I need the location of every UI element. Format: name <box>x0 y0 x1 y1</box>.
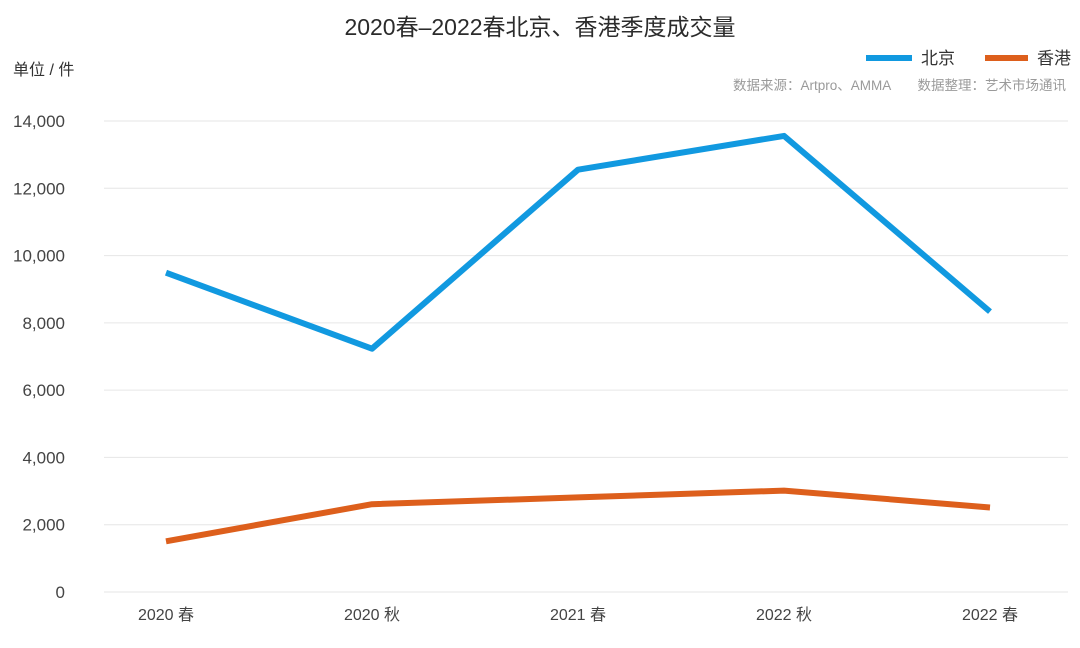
svg-text:4,000: 4,000 <box>22 448 65 467</box>
svg-text:2021 春: 2021 春 <box>550 606 606 624</box>
svg-text:2,000: 2,000 <box>22 516 65 535</box>
svg-text:10,000: 10,000 <box>13 247 65 266</box>
svg-text:0: 0 <box>56 583 65 602</box>
svg-text:12,000: 12,000 <box>13 179 65 198</box>
svg-text:14,000: 14,000 <box>13 112 65 131</box>
svg-text:2022 秋: 2022 秋 <box>756 606 812 624</box>
svg-text:8,000: 8,000 <box>22 314 65 333</box>
svg-text:6,000: 6,000 <box>22 381 65 400</box>
svg-text:2020 春: 2020 春 <box>138 606 194 624</box>
svg-text:2020 秋: 2020 秋 <box>344 606 400 624</box>
svg-text:2022 春: 2022 春 <box>962 606 1018 624</box>
